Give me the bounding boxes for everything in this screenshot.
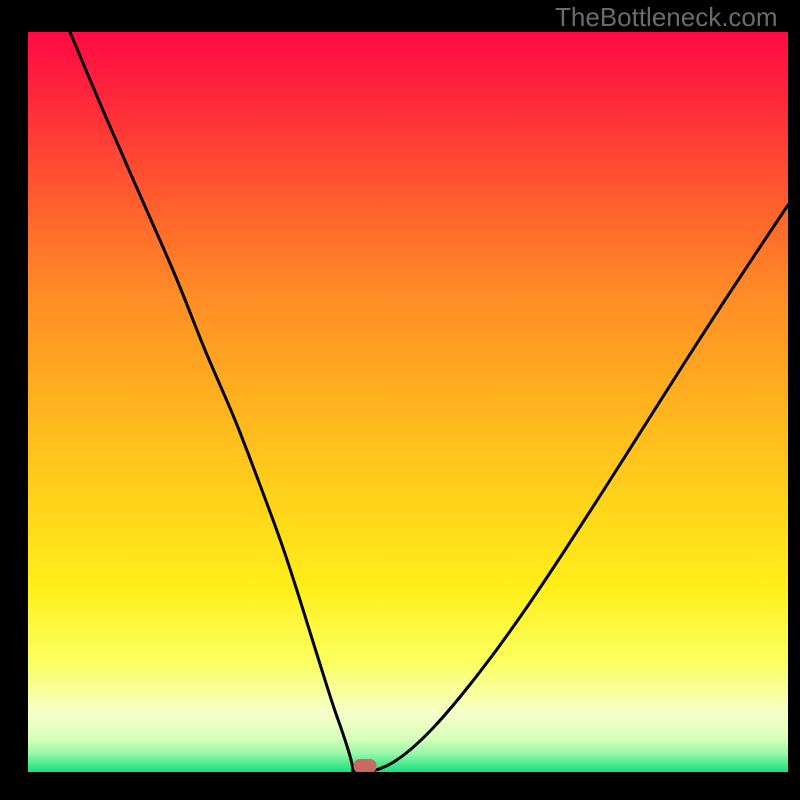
gradient-background <box>28 32 788 772</box>
plot-area <box>28 32 788 772</box>
plot-svg <box>28 32 788 772</box>
bottleneck-marker <box>354 760 376 773</box>
watermark-text: TheBottleneck.com <box>555 2 778 33</box>
